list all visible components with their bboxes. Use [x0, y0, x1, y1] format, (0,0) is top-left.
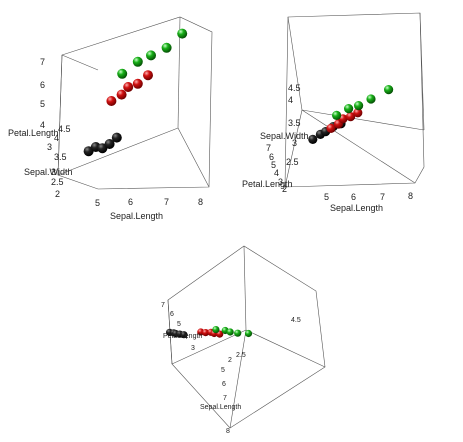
- panel-3-x-ticks: 5 6 7 8: [221, 367, 230, 435]
- y-tick-label: 3.5: [288, 118, 301, 128]
- panel-1-box: [57, 16, 213, 190]
- x-tick-label: 8: [226, 428, 230, 435]
- panel-1-x-axis-title: Sepal.Length: [110, 211, 163, 221]
- y-tick-label: 2.5: [286, 157, 299, 167]
- z-tick-label: 4: [274, 168, 279, 178]
- plot-panel-1: 7 6 5 4 3 4.5 4 3.5 3 2.5 2 5 6 7 8 Peta…: [8, 16, 213, 221]
- y-tick-label: 7: [40, 57, 45, 67]
- data-point: [132, 56, 143, 67]
- x-tick-label: 6: [222, 381, 226, 388]
- z-tick-label: 2: [55, 189, 60, 199]
- data-point: [354, 101, 364, 111]
- data-point: [353, 108, 363, 118]
- data-point: [106, 96, 117, 106]
- y-tick-label: 2: [228, 357, 232, 364]
- data-point: [308, 134, 318, 144]
- panel-2-x-axis-title: Sepal.Length: [330, 203, 383, 213]
- data-point: [226, 328, 234, 336]
- data-point: [180, 331, 188, 339]
- panel-3-points: [166, 326, 253, 339]
- data-point: [143, 70, 153, 81]
- panel-3-z-ticks: 4.5 2.5: [236, 317, 301, 359]
- panel-2-y-ticks: 4.5 4 3.5 3 2.5: [286, 83, 301, 167]
- panel-3-x-axis-title: Sepal.Length: [200, 404, 241, 411]
- x-tick-label: 8: [198, 197, 203, 207]
- y-tick-label: 6: [40, 80, 45, 90]
- z-tick-label: 2: [282, 184, 287, 194]
- panel-1-points: [83, 28, 188, 157]
- z-tick-label: 6: [269, 152, 274, 162]
- x-tick-label: 5: [324, 192, 329, 202]
- x-tick-label: 5: [95, 198, 100, 208]
- y-tick-label: 4.5: [288, 83, 301, 93]
- data-point: [212, 326, 220, 334]
- y-tick-label: 5: [177, 321, 181, 328]
- y-tick-label: 4: [184, 334, 188, 341]
- plot-panel-3: 7 6 5 4 3 2 4.5 2.5 5 6 7 8 Petal.Length…: [161, 245, 326, 435]
- data-point: [146, 50, 156, 61]
- x-tick-label: 7: [223, 395, 227, 402]
- panel-1-z-axis-title: Sepal.Width: [24, 167, 73, 177]
- plot-panel-2: 4.5 4 3.5 3 2.5 7 6 5 4 3 2 5 6 7 8 Sepa…: [242, 12, 425, 213]
- y-tick-label: 3: [191, 345, 195, 352]
- data-point: [344, 104, 354, 114]
- z-tick-label: 4.5: [58, 124, 71, 134]
- panel-2-points: [308, 85, 394, 144]
- z-tick-label: 2.5: [51, 177, 64, 187]
- y-tick-label: 7: [161, 302, 165, 309]
- panel-1-z-ticks: 4.5 4 3.5 3 2.5 2: [51, 124, 71, 199]
- x-tick-label: 5: [221, 367, 225, 374]
- z-tick-label: 3.5: [54, 152, 67, 162]
- data-point: [132, 78, 143, 89]
- data-point: [104, 139, 115, 149]
- panel-2-x-ticks: 5 6 7 8: [324, 191, 413, 202]
- data-point: [111, 132, 122, 143]
- z-tick-label: 2.5: [236, 352, 246, 359]
- data-point: [326, 123, 336, 133]
- x-tick-label: 7: [380, 192, 385, 202]
- data-point: [177, 28, 188, 39]
- x-tick-label: 8: [408, 191, 413, 201]
- y-tick-label: 4: [40, 120, 45, 130]
- y-tick-label: 3: [47, 142, 52, 152]
- z-tick-label: 4.5: [291, 317, 301, 324]
- panel-3-box: [167, 245, 326, 429]
- z-tick-label: 4: [54, 133, 59, 143]
- panel-3-y-axis-title: Petal.Length: [163, 333, 202, 340]
- data-point: [202, 329, 210, 337]
- data-point: [234, 329, 242, 337]
- z-tick-label: 3: [51, 167, 56, 177]
- panel-2-z-axis-title: Petal.Length: [242, 179, 293, 189]
- x-tick-label: 6: [128, 197, 133, 207]
- z-tick-label: 7: [266, 143, 271, 153]
- panel-1-x-ticks: 5 6 7 8: [95, 197, 203, 208]
- data-point: [346, 112, 356, 122]
- panel-2-y-axis-title: Sepal.Width: [260, 131, 309, 141]
- y-tick-label: 4: [288, 95, 293, 105]
- data-point: [123, 82, 134, 92]
- x-tick-label: 6: [351, 192, 356, 202]
- data-point: [332, 110, 342, 120]
- data-point: [384, 85, 394, 95]
- panel-1-y-axis-title: Petal.Length: [8, 128, 59, 138]
- data-point: [244, 329, 253, 338]
- panel-3-y-ticks: 7 6 5 4 3 2: [161, 302, 232, 364]
- panel-2-box: [284, 12, 425, 188]
- data-point: [161, 42, 172, 53]
- z-tick-label: 3: [278, 177, 283, 187]
- z-tick-label: 5: [271, 160, 276, 170]
- y-tick-label: 6: [170, 311, 174, 318]
- panel-2-z-ticks: 7 6 5 4 3 2: [266, 143, 287, 194]
- x-tick-label: 7: [164, 197, 169, 207]
- data-point: [117, 68, 128, 79]
- panel-1-y-ticks: 7 6 5 4 3: [40, 57, 52, 152]
- y-tick-label: 3: [292, 138, 297, 148]
- data-point: [366, 94, 376, 104]
- data-point: [116, 89, 127, 100]
- y-tick-label: 5: [40, 99, 45, 109]
